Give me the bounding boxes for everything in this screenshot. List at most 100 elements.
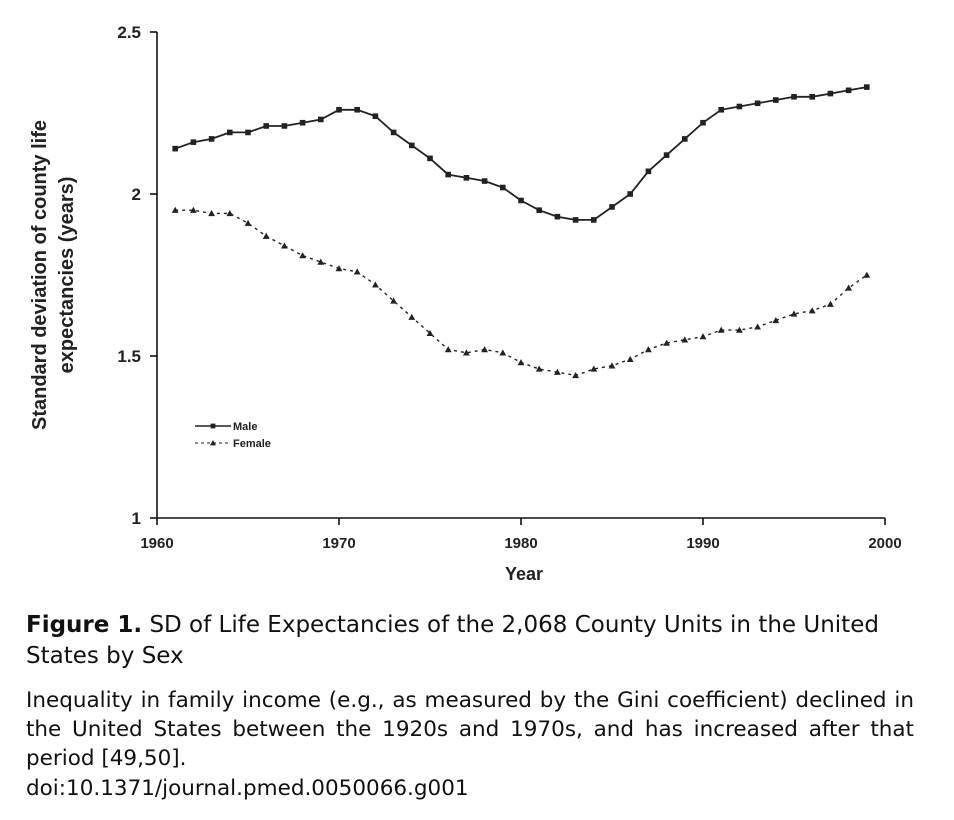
data-point-female bbox=[444, 346, 452, 353]
data-point-male bbox=[845, 87, 852, 94]
data-point-female bbox=[845, 284, 852, 291]
data-point-male bbox=[718, 106, 724, 113]
data-point-female bbox=[353, 268, 361, 275]
data-point-female bbox=[244, 219, 252, 226]
data-point-female bbox=[808, 307, 816, 314]
data-point-female bbox=[754, 323, 761, 330]
data-point-male bbox=[663, 152, 670, 158]
data-point-female bbox=[481, 346, 488, 353]
axes: 1 1.5 2 2.5 1960 1970 1980 1990 2000 Year Standard… bbox=[29, 23, 902, 584]
data-point-female bbox=[190, 206, 197, 213]
x-tick-label: 1980 bbox=[504, 535, 537, 552]
line-chart: 1 1.5 2 2.5 1960 1970 1980 1990 2000 Year Standard… bbox=[29, 23, 902, 584]
data-point-female bbox=[390, 297, 397, 304]
y-tick-label: 2 bbox=[132, 185, 141, 204]
x-axis-title: Year bbox=[505, 564, 543, 584]
data-point-female bbox=[772, 316, 780, 324]
data-point-female bbox=[554, 368, 561, 375]
data-point-female bbox=[699, 333, 707, 340]
figure-title: SD of Life Expectancies of the 2,068 Cou… bbox=[26, 612, 879, 669]
data-point-male bbox=[791, 94, 797, 100]
y-axis-title: Standard deviation of county life expecta… bbox=[29, 120, 78, 430]
data-point-male bbox=[318, 116, 324, 123]
data-point-female bbox=[645, 346, 652, 353]
data-point-male bbox=[190, 139, 197, 145]
y-axis-title-line: Standard deviation of county life bbox=[29, 120, 51, 430]
data-point-female bbox=[517, 359, 525, 366]
data-point-female bbox=[535, 365, 543, 372]
figure-doi: doi:10.1371/journal.pmed.0050066.g001 bbox=[26, 776, 469, 801]
data-point-male bbox=[554, 213, 561, 220]
data-point-male bbox=[463, 175, 470, 181]
data-point-male bbox=[645, 168, 652, 175]
data-point-male bbox=[372, 113, 379, 120]
data-point-male bbox=[572, 217, 579, 223]
data-point-male bbox=[299, 119, 306, 126]
data-point-male bbox=[481, 178, 488, 184]
x-tick-label: 2000 bbox=[868, 535, 901, 552]
data-point-female bbox=[299, 252, 306, 259]
data-point-male bbox=[281, 123, 288, 129]
data-point-female bbox=[262, 232, 270, 239]
data-point-male bbox=[754, 100, 761, 107]
data-point-female bbox=[372, 281, 379, 288]
x-tick-label: 1990 bbox=[686, 535, 719, 552]
series-layer bbox=[171, 84, 871, 379]
data-point-female bbox=[499, 349, 507, 356]
data-point-female bbox=[590, 365, 598, 372]
data-point-female bbox=[208, 210, 215, 217]
legend-marker bbox=[210, 423, 216, 429]
data-point-female bbox=[717, 326, 725, 333]
data-point-male bbox=[354, 106, 360, 113]
data-point-male bbox=[591, 217, 597, 223]
data-point-male bbox=[427, 155, 433, 162]
data-point-male bbox=[827, 90, 834, 97]
data-point-female bbox=[317, 258, 325, 265]
data-point-female bbox=[408, 313, 416, 320]
legend-entry-male: Male bbox=[195, 421, 257, 433]
figure-label: Figure 1. bbox=[26, 612, 143, 638]
figure-caption-body: Inequality in family income (e.g., as me… bbox=[26, 688, 914, 771]
data-point-female bbox=[863, 271, 871, 278]
data-point-male bbox=[390, 129, 397, 136]
data-point-male bbox=[336, 106, 342, 113]
data-point-female bbox=[608, 362, 616, 369]
x-tick-label: 1970 bbox=[322, 535, 355, 552]
data-point-female bbox=[426, 329, 434, 337]
figure-caption-title: Figure 1. SD of Life Expectancies of the… bbox=[26, 610, 914, 672]
legend-marker bbox=[210, 440, 216, 446]
data-point-male bbox=[773, 97, 779, 103]
data-point-female bbox=[681, 336, 689, 343]
y-tick-label: 2.5 bbox=[117, 23, 141, 42]
data-point-male bbox=[227, 129, 233, 136]
data-point-male bbox=[700, 119, 706, 126]
data-point-female bbox=[171, 206, 179, 213]
series-female bbox=[171, 206, 871, 379]
data-point-male bbox=[682, 136, 688, 142]
data-point-male bbox=[500, 184, 506, 191]
data-point-female bbox=[335, 265, 343, 272]
series-line-female bbox=[175, 209, 868, 377]
data-point-male bbox=[627, 191, 633, 197]
data-point-female bbox=[626, 355, 634, 362]
data-point-female bbox=[790, 310, 798, 317]
legend: Male Female bbox=[195, 421, 271, 450]
data-point-female bbox=[226, 210, 234, 217]
data-point-male bbox=[864, 84, 870, 90]
legend-label: Female bbox=[233, 438, 271, 450]
data-point-female bbox=[281, 242, 288, 249]
y-axis-title-line: expectancies (years) bbox=[56, 177, 78, 374]
x-tick-label: 1960 bbox=[140, 535, 173, 552]
y-tick-label: 1 bbox=[132, 509, 141, 528]
data-point-male bbox=[172, 145, 178, 152]
data-point-male bbox=[536, 207, 542, 213]
data-point-male bbox=[809, 94, 815, 100]
data-point-female bbox=[736, 326, 743, 333]
data-point-female bbox=[463, 349, 470, 356]
data-point-male bbox=[208, 136, 215, 142]
series-male bbox=[172, 84, 870, 223]
legend-entry-female: Female bbox=[195, 438, 271, 450]
data-point-male bbox=[518, 197, 524, 204]
data-point-male bbox=[263, 123, 269, 129]
legend-label: Male bbox=[233, 421, 257, 433]
